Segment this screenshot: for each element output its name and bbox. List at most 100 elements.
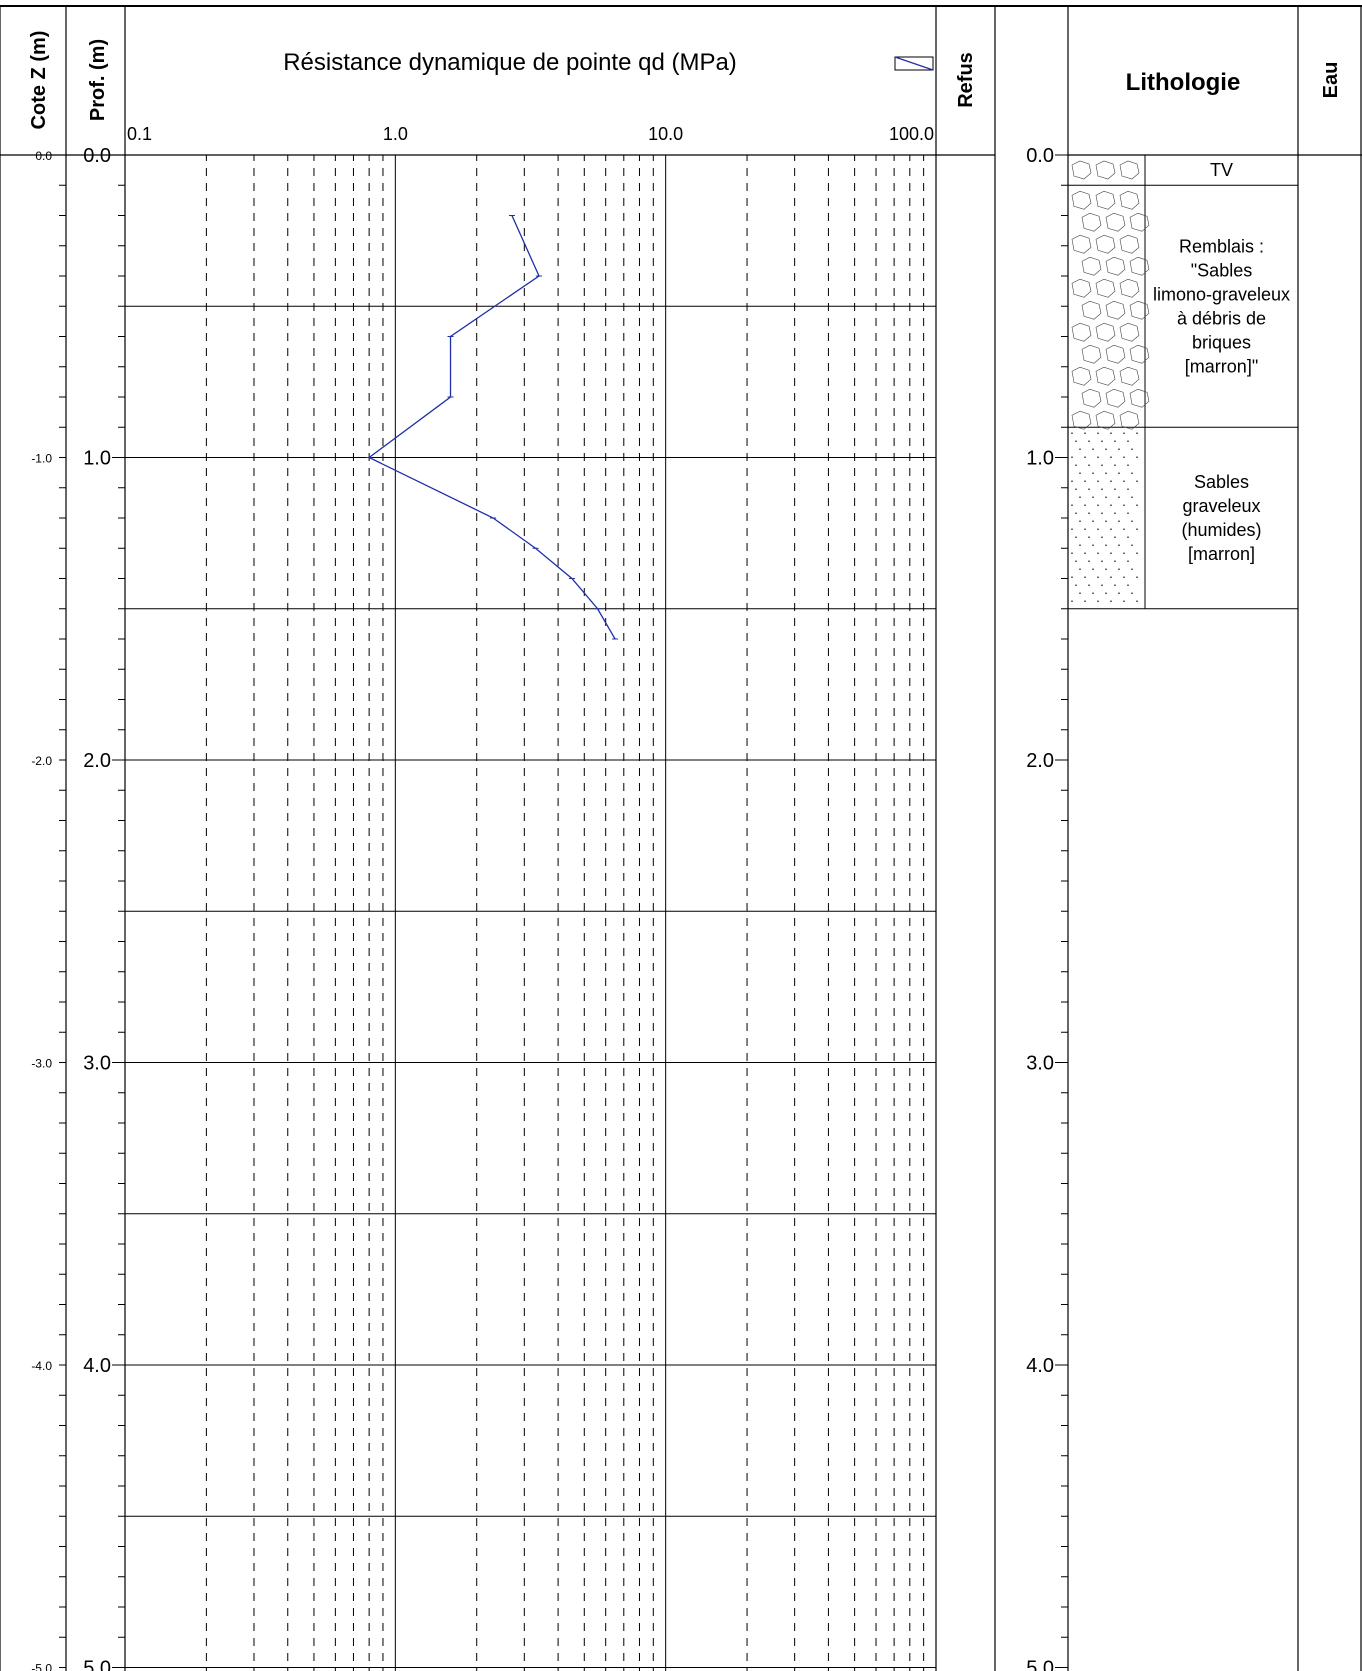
fill-pattern-mark bbox=[1095, 234, 1116, 254]
cote-tick-label: -4.0 bbox=[31, 1359, 52, 1373]
sand-pattern-dot bbox=[1084, 504, 1086, 507]
sand-pattern-dot bbox=[1079, 544, 1081, 547]
sand-pattern-dot bbox=[1084, 576, 1086, 579]
fill-pattern-mark bbox=[1071, 278, 1092, 298]
fill-pattern-mark bbox=[1071, 366, 1092, 386]
fill-pattern-mark bbox=[1105, 344, 1126, 364]
qd-line bbox=[367, 215, 616, 640]
x-tick-label: 1.0 bbox=[383, 124, 408, 144]
fill-pattern-mark bbox=[1071, 234, 1092, 254]
sand-pattern-dot bbox=[1088, 488, 1090, 491]
qd-series bbox=[366, 215, 619, 640]
sand-pattern-dot bbox=[1110, 576, 1112, 579]
sand-pattern-dot bbox=[1110, 600, 1112, 603]
sand-pattern-dot bbox=[1110, 456, 1112, 459]
legend-swatch bbox=[894, 56, 934, 71]
fill-pattern-mark bbox=[1095, 278, 1116, 298]
sand-pattern-dot bbox=[1071, 600, 1073, 603]
sand-pattern-dot bbox=[1071, 528, 1073, 531]
fill-pattern-mark bbox=[1095, 160, 1116, 180]
sand-pattern-dot bbox=[1110, 504, 1112, 507]
fill-pattern-mark bbox=[1129, 388, 1150, 408]
sand-pattern-dot bbox=[1084, 600, 1086, 603]
layer-description: [marron] bbox=[1188, 544, 1255, 564]
sand-pattern-dot bbox=[1114, 440, 1116, 443]
sand-pattern-dot bbox=[1092, 520, 1094, 523]
sand-pattern-dot bbox=[1097, 552, 1099, 555]
fill-pattern-mark bbox=[1105, 388, 1126, 408]
layer-description: à débris de bbox=[1177, 308, 1266, 328]
sand-pattern-dot bbox=[1118, 544, 1120, 547]
fill-pattern-mark bbox=[1081, 256, 1102, 276]
sand-pattern-dot bbox=[1105, 496, 1107, 499]
refus-header: Refus bbox=[955, 52, 977, 108]
lithology-column: 0.0 1.0 2.0 3.0 4.0 5.0 TV Remblais : "Sables lim… bbox=[1026, 145, 1298, 1671]
x-tick-label: 10.0 bbox=[648, 124, 683, 144]
layer-description: graveleux bbox=[1182, 496, 1260, 516]
cote-tick-label: -3.0 bbox=[31, 1057, 52, 1071]
sand-pattern-dot bbox=[1123, 504, 1125, 507]
sand-pattern-dot bbox=[1136, 552, 1138, 555]
layer-description: briques bbox=[1192, 332, 1251, 352]
sand-pattern-dot bbox=[1075, 584, 1077, 587]
x-tick-labels: 0.1 1.0 10.0 100.0 bbox=[127, 124, 934, 144]
sand-pattern-dot bbox=[1105, 592, 1107, 595]
depth-axis: 0.0 -1.0 -2.0 -3.0 -4.0 -5.0 0.0 1.0 2.0 3.0 4.0 5.… bbox=[31, 145, 125, 1671]
lith-depth-label: 3.0 bbox=[1026, 1053, 1054, 1075]
sand-pattern-dot bbox=[1084, 432, 1086, 435]
sand-pattern-dot bbox=[1092, 568, 1094, 571]
sand-pattern-dot bbox=[1075, 536, 1077, 539]
sand-pattern-dot bbox=[1136, 576, 1138, 579]
sand-pattern-dot bbox=[1071, 576, 1073, 579]
sand-pattern-dot bbox=[1088, 440, 1090, 443]
sand-pattern-dot bbox=[1136, 600, 1138, 603]
sand-pattern-dot bbox=[1092, 448, 1094, 451]
sand-pattern-dot bbox=[1127, 440, 1129, 443]
sand-pattern-dot bbox=[1075, 512, 1077, 515]
sand-pattern-dot bbox=[1114, 560, 1116, 563]
sand-pattern-dot bbox=[1110, 432, 1112, 435]
sand-pattern-dot bbox=[1088, 512, 1090, 515]
sand-pattern-dot bbox=[1105, 544, 1107, 547]
sand-pattern-dot bbox=[1097, 456, 1099, 459]
sand-pattern-dot bbox=[1101, 440, 1103, 443]
sand-pattern-dot bbox=[1127, 584, 1129, 587]
x-tick-label: 100.0 bbox=[889, 124, 934, 144]
sand-pattern-dot bbox=[1131, 496, 1133, 499]
fill-pattern-mark bbox=[1095, 322, 1116, 342]
sand-pattern-dot bbox=[1123, 576, 1125, 579]
fill-pattern-mark bbox=[1129, 256, 1150, 276]
sand-pattern-dot bbox=[1118, 520, 1120, 523]
sand-pattern-dot bbox=[1123, 480, 1125, 483]
eau-header: Eau bbox=[1320, 62, 1342, 99]
prof-tick-label: 5.0 bbox=[83, 1658, 111, 1671]
sand-pattern-dot bbox=[1110, 480, 1112, 483]
sand-pattern-dot bbox=[1097, 432, 1099, 435]
sand-pattern-dot bbox=[1123, 552, 1125, 555]
fill-pattern-mark bbox=[1071, 160, 1092, 180]
lith-depth-label: 5.0 bbox=[1026, 1658, 1054, 1671]
fill-pattern-mark bbox=[1129, 344, 1150, 364]
sand-pattern-dot bbox=[1136, 528, 1138, 531]
sand-pattern-dot bbox=[1097, 600, 1099, 603]
layer-description: Sables bbox=[1194, 472, 1249, 492]
fill-pattern-mark bbox=[1095, 366, 1116, 386]
layer-description: TV bbox=[1210, 160, 1233, 180]
sand-pattern-dot bbox=[1131, 592, 1133, 595]
sand-pattern-dot bbox=[1101, 536, 1103, 539]
cote-tick-label: -5.0 bbox=[31, 1662, 52, 1671]
fill-pattern-mark bbox=[1119, 366, 1140, 386]
sand-pattern-dot bbox=[1101, 464, 1103, 467]
fill-pattern-mark bbox=[1095, 410, 1116, 430]
fill-pattern-mark bbox=[1105, 300, 1126, 320]
fill-pattern-mark bbox=[1119, 160, 1140, 180]
fill-pattern-mark bbox=[1129, 212, 1150, 232]
sand-pattern-dot bbox=[1136, 456, 1138, 459]
sand-pattern-dot bbox=[1131, 568, 1133, 571]
sand-pattern-dot bbox=[1114, 512, 1116, 515]
sand-pattern-dot bbox=[1071, 456, 1073, 459]
sand-pattern-dot bbox=[1123, 528, 1125, 531]
sand-pattern-dot bbox=[1127, 536, 1129, 539]
sand-pattern-dot bbox=[1088, 560, 1090, 563]
sand-pattern-dot bbox=[1105, 520, 1107, 523]
